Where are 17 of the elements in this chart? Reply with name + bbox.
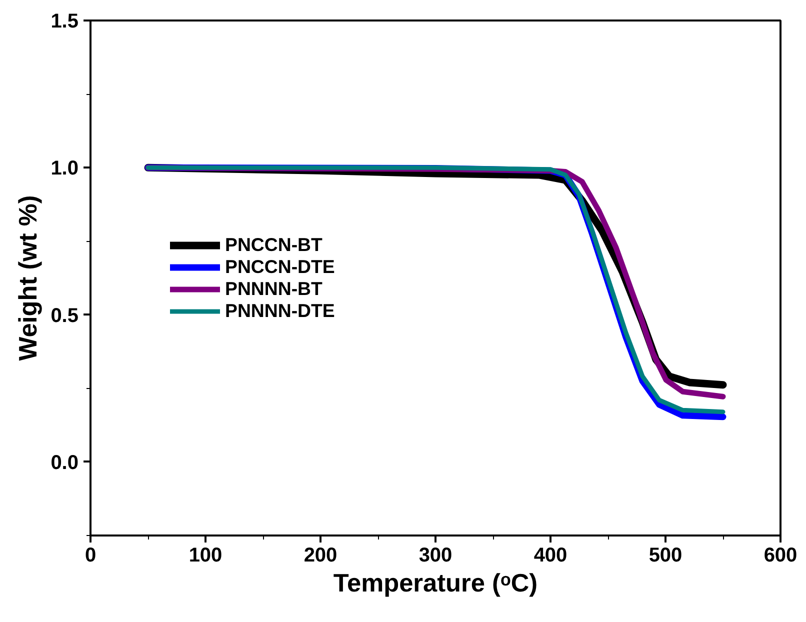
x-tick-label: 200 — [304, 544, 338, 566]
x-tick-label: 600 — [764, 544, 798, 566]
y-tick-label: 0.5 — [50, 304, 79, 327]
legend-label: PNNNN-DTE — [225, 300, 335, 322]
x-tick-label: 0 — [84, 544, 96, 566]
y-tick-label: 1.0 — [50, 158, 79, 180]
legend-label: PNCCN-DTE — [225, 256, 335, 278]
y-axis-title: Weight (wt %) — [14, 195, 43, 361]
x-axis-title: Temperature (ᵒC) — [333, 570, 538, 598]
x-tick-label: 300 — [418, 544, 452, 566]
x-tick-label: 500 — [648, 544, 682, 566]
y-tick-label: 1.5 — [50, 10, 79, 32]
x-tick-label: 100 — [188, 544, 222, 566]
y-tick-label: 0.0 — [50, 452, 79, 474]
x-tick-label: 400 — [534, 544, 568, 566]
legend-label: PNNNN-BT — [225, 278, 322, 300]
legend-label: PNCCN-BT — [225, 234, 322, 256]
